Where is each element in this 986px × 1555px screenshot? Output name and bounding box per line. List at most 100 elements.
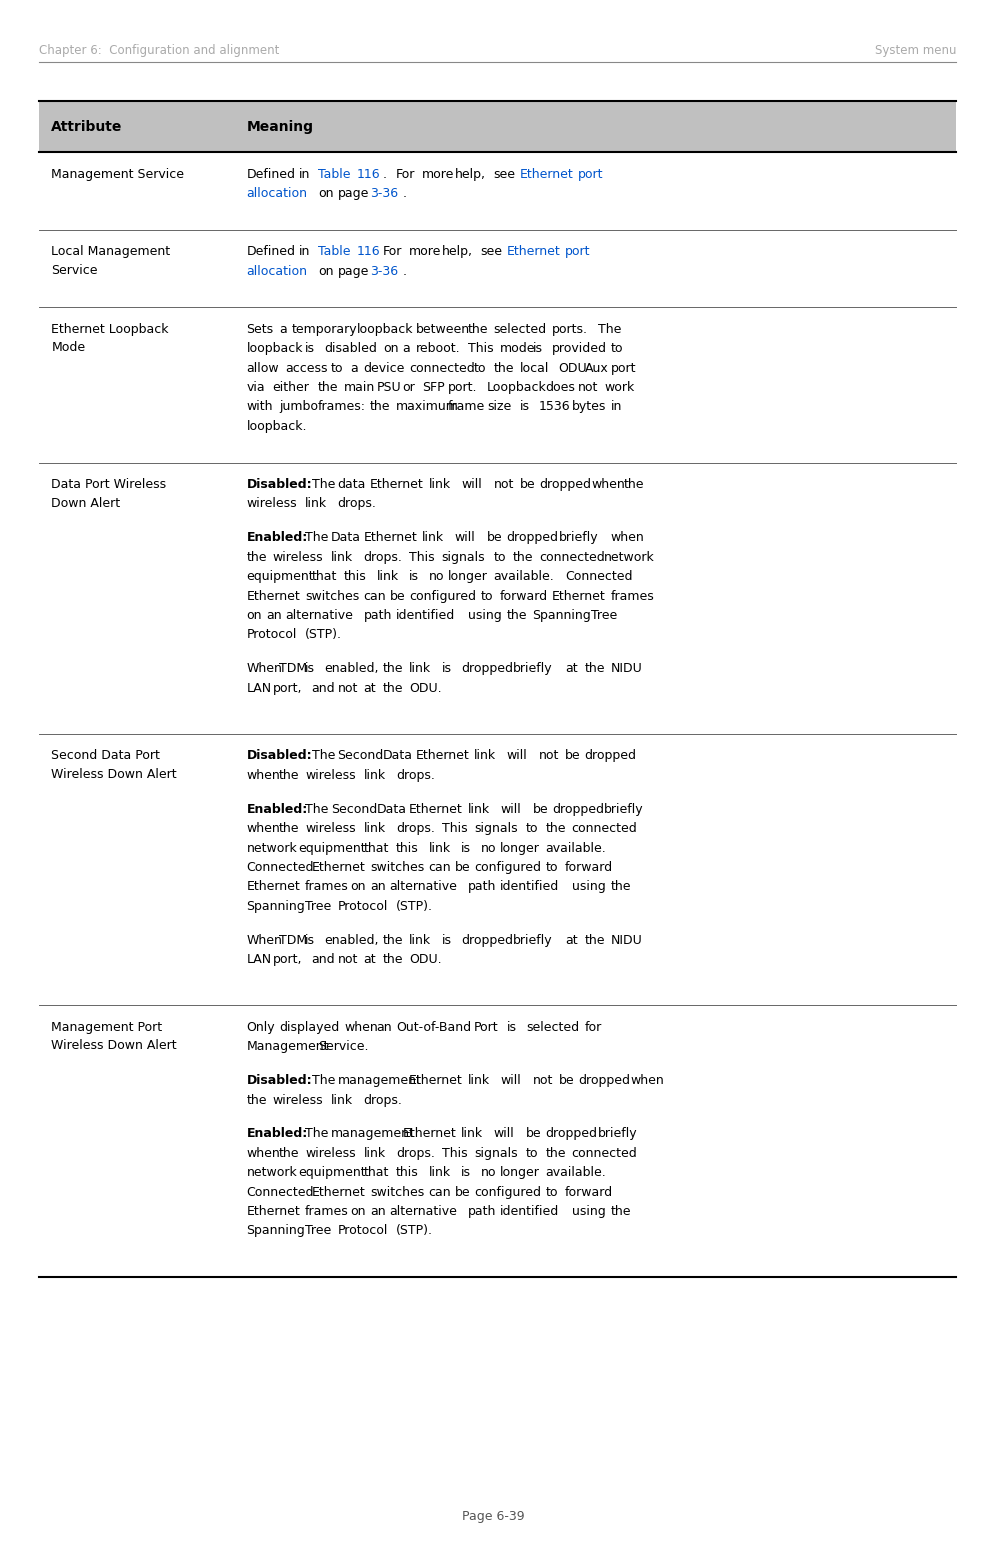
Text: available.: available. [545, 841, 606, 855]
Text: the: the [279, 768, 300, 782]
Text: on: on [350, 880, 366, 893]
Text: Loopback: Loopback [487, 381, 547, 393]
Text: the: the [494, 362, 514, 375]
Text: the: the [279, 823, 300, 835]
Text: link: link [377, 571, 398, 583]
Text: no: no [480, 1166, 496, 1179]
Text: main: main [344, 381, 376, 393]
Text: the: the [370, 401, 390, 414]
Text: to: to [494, 550, 506, 564]
Text: TDM: TDM [279, 933, 307, 947]
Text: alternative: alternative [389, 880, 458, 893]
Text: .: . [402, 187, 406, 201]
Text: local: local [520, 362, 549, 375]
Text: the: the [383, 681, 403, 695]
Text: dropped: dropped [578, 1075, 630, 1087]
Text: and: and [312, 953, 335, 966]
Text: frames:: frames: [318, 401, 366, 414]
Text: the: the [610, 1205, 631, 1218]
Text: For: For [396, 168, 415, 180]
Text: equipment: equipment [299, 1166, 366, 1179]
Text: is: is [305, 662, 315, 675]
Text: disabled: disabled [324, 342, 378, 356]
Text: will: will [500, 1075, 521, 1087]
Text: dropped: dropped [545, 1127, 598, 1140]
Text: network: network [604, 550, 655, 564]
Text: the: the [610, 880, 631, 893]
Text: the: the [467, 323, 488, 336]
Text: path: path [467, 1205, 496, 1218]
Text: When: When [246, 662, 282, 675]
Text: not: not [337, 681, 358, 695]
Text: is: is [532, 342, 542, 356]
Text: ODU: ODU [558, 362, 587, 375]
Text: an: an [370, 1205, 386, 1218]
Text: is: is [507, 1020, 517, 1034]
Text: 1536: 1536 [539, 401, 571, 414]
Text: frames: frames [305, 1205, 349, 1218]
Text: dropped: dropped [585, 750, 637, 762]
Text: forward: forward [500, 589, 548, 602]
Text: link: link [461, 1127, 483, 1140]
Text: This: This [442, 1146, 467, 1160]
Text: signals: signals [474, 1146, 518, 1160]
Text: 3-36: 3-36 [370, 187, 398, 201]
Text: longer: longer [500, 1166, 540, 1179]
Text: using: using [467, 610, 501, 622]
Text: not: not [532, 1075, 553, 1087]
Text: bytes: bytes [572, 401, 605, 414]
Text: allocation: allocation [246, 264, 308, 278]
Text: SFP: SFP [422, 381, 445, 393]
Text: to: to [526, 823, 538, 835]
Text: link: link [467, 1075, 490, 1087]
Text: PSU: PSU [377, 381, 401, 393]
Text: dropped: dropped [461, 662, 513, 675]
Text: the: the [545, 1146, 566, 1160]
Text: Out-of-Band: Out-of-Band [396, 1020, 471, 1034]
Text: no: no [429, 571, 444, 583]
Text: Spanning: Spanning [246, 1224, 306, 1238]
Text: Management: Management [246, 1040, 329, 1053]
Text: longer: longer [500, 841, 540, 855]
Text: when: when [630, 1075, 664, 1087]
Text: identified: identified [500, 1205, 559, 1218]
Text: on: on [246, 610, 262, 622]
Bar [39, 734, 956, 1005]
Text: Enabled:: Enabled: [246, 1127, 308, 1140]
Text: will: will [455, 532, 475, 544]
Text: connected: connected [572, 1146, 637, 1160]
Text: data: data [337, 477, 366, 491]
Text: Table: Table [318, 246, 350, 258]
Text: the: the [383, 933, 403, 947]
Text: Spanning: Spanning [532, 610, 592, 622]
Text: will: will [494, 1127, 515, 1140]
Text: This: This [442, 823, 467, 835]
Text: Ethernet: Ethernet [409, 1075, 462, 1087]
Text: Port: Port [474, 1020, 499, 1034]
Text: the: the [623, 477, 644, 491]
Text: .: . [402, 264, 406, 278]
Text: Spanning: Spanning [246, 900, 306, 913]
Text: Connected: Connected [246, 861, 314, 874]
Text: can: can [364, 589, 387, 602]
Text: in: in [299, 246, 310, 258]
Text: LAN: LAN [246, 953, 271, 966]
Text: port,: port, [272, 953, 302, 966]
Text: at: at [364, 681, 376, 695]
Text: not: not [494, 477, 514, 491]
Bar [39, 308, 956, 462]
Text: (STP).: (STP). [305, 628, 342, 641]
Text: to: to [610, 342, 623, 356]
Text: The: The [598, 323, 621, 336]
Text: to: to [474, 362, 486, 375]
Text: configured: configured [474, 1185, 541, 1199]
Text: page: page [337, 187, 369, 201]
Text: that: that [364, 1166, 388, 1179]
Text: drops.: drops. [364, 1093, 402, 1107]
Text: The: The [312, 1075, 335, 1087]
Text: not: not [578, 381, 599, 393]
Text: more: more [409, 246, 442, 258]
Text: frame: frame [448, 401, 485, 414]
Text: enabled,: enabled, [324, 662, 379, 675]
Text: maximum: maximum [396, 401, 458, 414]
